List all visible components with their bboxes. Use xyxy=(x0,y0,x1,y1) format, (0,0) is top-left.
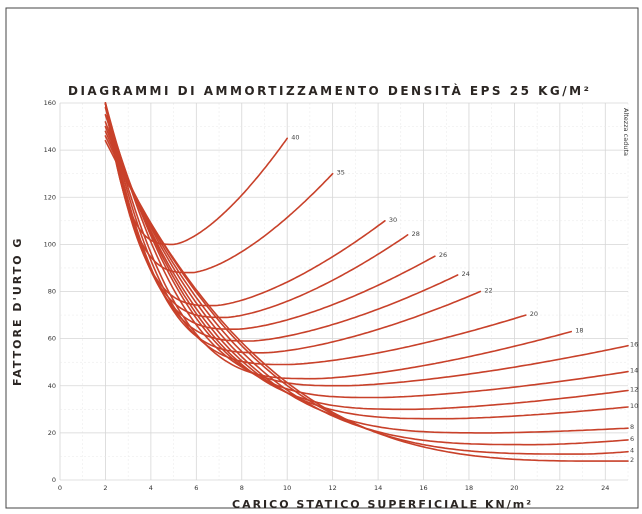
curve-16 xyxy=(104,102,629,387)
y-tick-label: 160 xyxy=(44,99,56,107)
curve-label-20: 20 xyxy=(530,310,538,318)
curve-10 xyxy=(104,121,629,420)
curve-label-26: 26 xyxy=(439,251,447,259)
curve-label-10: 10 xyxy=(630,402,638,410)
x-tick-label: 24 xyxy=(601,484,609,492)
curve-label-16: 16 xyxy=(630,341,638,349)
y-tick-label: 0 xyxy=(52,476,56,484)
curve-label-4: 4 xyxy=(630,447,634,455)
curves xyxy=(104,102,629,462)
x-tick-label: 8 xyxy=(240,484,244,492)
curve-label-2: 2 xyxy=(630,456,634,464)
curve-label-14: 14 xyxy=(630,367,638,375)
curve-8 xyxy=(104,125,629,434)
curve-label-6: 6 xyxy=(630,435,634,443)
curve-label-30: 30 xyxy=(389,216,397,224)
x-axis-label: CARICO STATICO SUPERFICIALE KN/m² xyxy=(232,498,533,511)
x-tick-label: 10 xyxy=(283,484,291,492)
y-tick-label: 60 xyxy=(48,335,56,343)
curve-12 xyxy=(104,114,629,411)
curve-2 xyxy=(104,139,629,462)
x-tick-label: 18 xyxy=(465,484,473,492)
y-tick-label: 40 xyxy=(48,382,56,390)
x-tick-label: 22 xyxy=(556,484,564,492)
x-tick-label: 20 xyxy=(510,484,518,492)
x-tick-label: 6 xyxy=(194,484,198,492)
x-tick-label: 12 xyxy=(328,484,336,492)
side-note: Altezza caduta xyxy=(622,108,630,156)
outer-border xyxy=(5,7,639,509)
chart-title: DIAGRAMMI DI AMMORTIZZAMENTO DENSITÀ EPS… xyxy=(68,83,591,98)
x-tick-label: 4 xyxy=(149,484,153,492)
y-tick-label: 140 xyxy=(44,146,56,154)
curve-label-35: 35 xyxy=(337,169,345,177)
curve-label-22: 22 xyxy=(484,287,492,295)
curve-label-24: 24 xyxy=(462,270,470,278)
curve-22 xyxy=(104,102,482,354)
curve-label-18: 18 xyxy=(575,327,583,335)
y-tick-label: 20 xyxy=(48,429,56,437)
y-axis-label: FATTORE D'URTO G xyxy=(11,237,24,386)
curve-label-8: 8 xyxy=(630,423,634,431)
tick-labels: 0 2 4 6 8 10 12 14 16 18 20 22 240204060801001201401… xyxy=(44,99,610,492)
curve-18 xyxy=(104,102,572,380)
curve-14 xyxy=(104,106,629,399)
curve-labels: 40 35 30 28 26 24 22 20 18 16 14 12 10 8 6 42 xyxy=(291,133,638,464)
curve-label-28: 28 xyxy=(412,230,420,238)
x-tick-label: 14 xyxy=(374,484,382,492)
x-tick-label: 2 xyxy=(103,484,107,492)
y-tick-label: 120 xyxy=(44,193,56,201)
x-tick-label: 0 xyxy=(58,484,62,492)
y-tick-label: 100 xyxy=(44,240,56,248)
y-tick-label: 80 xyxy=(48,288,56,296)
curve-35 xyxy=(104,102,334,274)
curve-20 xyxy=(104,102,527,366)
curve-label-40: 40 xyxy=(291,133,299,141)
x-tick-label: 16 xyxy=(419,484,427,492)
curve-label-12: 12 xyxy=(630,385,638,393)
grid xyxy=(59,102,629,481)
curve-40 xyxy=(104,102,288,246)
